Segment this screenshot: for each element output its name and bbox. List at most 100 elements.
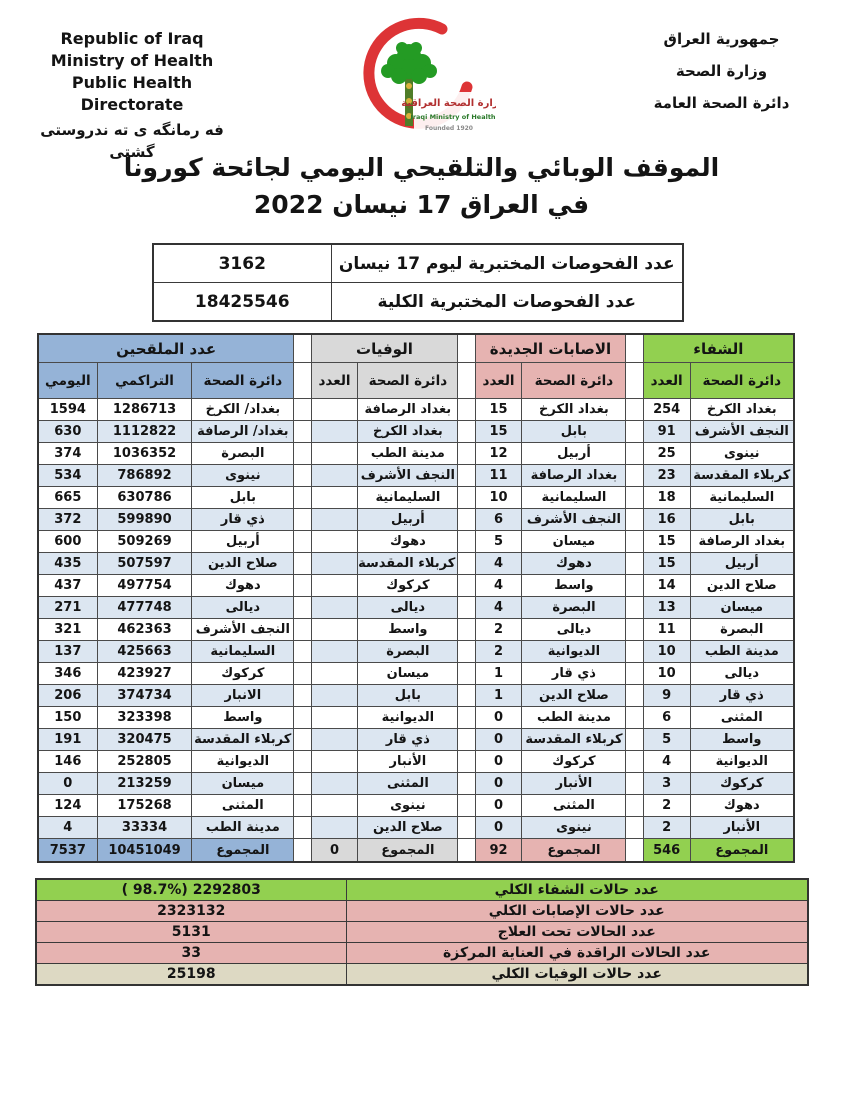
gap-cell [293, 728, 312, 751]
vaccinated-cumulative-cell: 425663 [96, 640, 193, 663]
header-arabic-line1: جمهورية العراق [663, 30, 780, 48]
deaths-count-header: العدد [310, 362, 359, 399]
deaths-directorate-cell: المثنى [357, 772, 459, 795]
recovery-directorate-cell: البصرة [689, 618, 795, 641]
infections-section-header: الاصابات الجديدة [474, 333, 627, 363]
vaccinated-daily-cell: 137 [37, 640, 98, 663]
deaths-directorate-cell: كركوك [357, 574, 459, 597]
deaths-count-cell [310, 508, 359, 531]
infections-directorate-cell: الأنبار [521, 772, 627, 795]
infections-directorate-cell: مدينة الطب [521, 706, 627, 729]
recovery-count-header: العدد [642, 362, 691, 399]
infections-directorate-cell: ديالى [521, 618, 627, 641]
vaccinated-directorate-cell: صلاح الدين [191, 552, 295, 575]
recovery-directorate-cell: مدينة الطب [689, 640, 795, 663]
deaths-count-cell [310, 596, 359, 619]
gap-cell [457, 508, 476, 531]
recovery-directorate-cell: بابل [689, 508, 795, 531]
gap-cell [625, 574, 644, 597]
vaccinated-daily-cell: 435 [37, 552, 98, 575]
gap-cell [625, 333, 644, 363]
vaccinated-directorate-cell: نينوى [191, 464, 295, 487]
vaccinated-total-cumulative: 10451049 [96, 838, 193, 863]
main-table-row: نينوى 25 أربيل 12 مدينة الطب البصرة 1036352 374 [37, 442, 795, 465]
gap-cell [293, 706, 312, 729]
recovery-count-cell: 2 [642, 794, 691, 817]
recovery-directorate-cell: أربيل [689, 552, 795, 575]
deaths-directorate-cell: دهوك [357, 530, 459, 553]
gap-cell [457, 420, 476, 443]
vaccinated-daily-cell: 146 [37, 750, 98, 773]
gap-cell [457, 838, 476, 863]
deaths-directorate-cell: الديوانية [357, 706, 459, 729]
vaccinated-cumulative-cell: 323398 [96, 706, 193, 729]
gap-cell [293, 486, 312, 509]
recovery-count-cell: 5 [642, 728, 691, 751]
vaccinated-daily-header: اليومي [37, 362, 98, 399]
main-table-row: المثنى 6 مدينة الطب 0 الديوانية واسط 323398 150 [37, 706, 795, 729]
infections-directorate-cell: كربلاء المقدسة [521, 728, 627, 751]
deaths-directorate-cell: ديالى [357, 596, 459, 619]
infections-directorate-cell: صلاح الدين [521, 684, 627, 707]
report-title-line1: الموقف الوبائي والتلقيحي اليومي لجائحة ك… [123, 153, 720, 182]
infections-directorate-cell: بغداد الرصافة [521, 464, 627, 487]
gap-cell [625, 816, 644, 839]
recovery-directorate-cell: صلاح الدين [689, 574, 795, 597]
recovery-directorate-cell: السليمانية [689, 486, 795, 509]
gap-cell [293, 442, 312, 465]
gap-cell [293, 464, 312, 487]
deaths-count-cell [310, 618, 359, 641]
total-tests-value: 18425546 [152, 282, 332, 322]
deaths-count-cell [310, 398, 359, 421]
summary-row-under-treatment: عدد الحالات تحت العلاج 5131 [35, 921, 809, 943]
recovery-directorate-cell: دهوك [689, 794, 795, 817]
infections-count-cell: 0 [474, 728, 523, 751]
deaths-directorate-cell: الأنبار [357, 750, 459, 773]
recovery-count-cell: 15 [642, 552, 691, 575]
recovery-count-cell: 9 [642, 684, 691, 707]
recovery-total-label: المجموع [689, 838, 795, 863]
report-title-line2: في العراق 17 نيسان 2022 [253, 190, 590, 219]
vaccinated-cumulative-cell: 213259 [96, 772, 193, 795]
deaths-directorate-cell: واسط [357, 618, 459, 641]
main-table-row: بغداد الكرخ 254 بغداد الكرخ 15 بغداد الرصافة… [37, 398, 795, 421]
infections-total-value: 92 [474, 838, 523, 863]
gap-cell [293, 596, 312, 619]
infections-count-cell: 0 [474, 816, 523, 839]
recovery-count-cell: 4 [642, 750, 691, 773]
gap-cell [457, 706, 476, 729]
vaccinated-directorate-cell: ديالى [191, 596, 295, 619]
vaccinated-directorate-cell: واسط [191, 706, 295, 729]
vaccinated-daily-cell: 206 [37, 684, 98, 707]
gap-cell [625, 442, 644, 465]
infections-count-header: العدد [474, 362, 523, 399]
deaths-count-cell [310, 640, 359, 663]
gap-cell [625, 750, 644, 773]
recovery-count-cell: 3 [642, 772, 691, 795]
main-table-row: النجف الأشرف 91 بابل 15 بغداد الكرخ بغداد/ ال… [37, 420, 795, 443]
report-title: الموقف الوبائي والتلقيحي اليومي لجائحة ك… [0, 149, 843, 223]
daily-tests-value: 3162 [152, 243, 332, 283]
gap-cell [293, 333, 312, 363]
main-table-row: أربيل 15 دهوك 4 كربلاء المقدسة صلاح الدين 5075… [37, 552, 795, 575]
vaccinated-cumulative-cell: 423927 [96, 662, 193, 685]
deaths-directorate-cell: بغداد الرصافة [357, 398, 459, 421]
gap-cell [457, 794, 476, 817]
vaccinated-directorate-cell: النجف الأشرف [191, 618, 295, 641]
gap-cell [293, 662, 312, 685]
gap-cell [293, 750, 312, 773]
gap-cell [457, 442, 476, 465]
summary-row-icu: عدد الحالات الراقدة في العناية المركزة 3… [35, 942, 809, 964]
infections-count-cell: 4 [474, 552, 523, 575]
main-table-row: كربلاء المقدسة 23 بغداد الرصافة 11 النجف الأ… [37, 464, 795, 487]
gap-cell [457, 750, 476, 773]
gap-cell [625, 684, 644, 707]
vaccinated-daily-cell: 600 [37, 530, 98, 553]
deaths-section-header: الوفيات [310, 333, 459, 363]
infections-directorate-cell: السليمانية [521, 486, 627, 509]
gap-cell [625, 772, 644, 795]
main-table-row: ذي قار 9 صلاح الدين 1 بابل الانبار 374734 206 [37, 684, 795, 707]
vaccinated-cumulative-cell: 462363 [96, 618, 193, 641]
recovery-directorate-cell: واسط [689, 728, 795, 751]
gap-cell [457, 640, 476, 663]
